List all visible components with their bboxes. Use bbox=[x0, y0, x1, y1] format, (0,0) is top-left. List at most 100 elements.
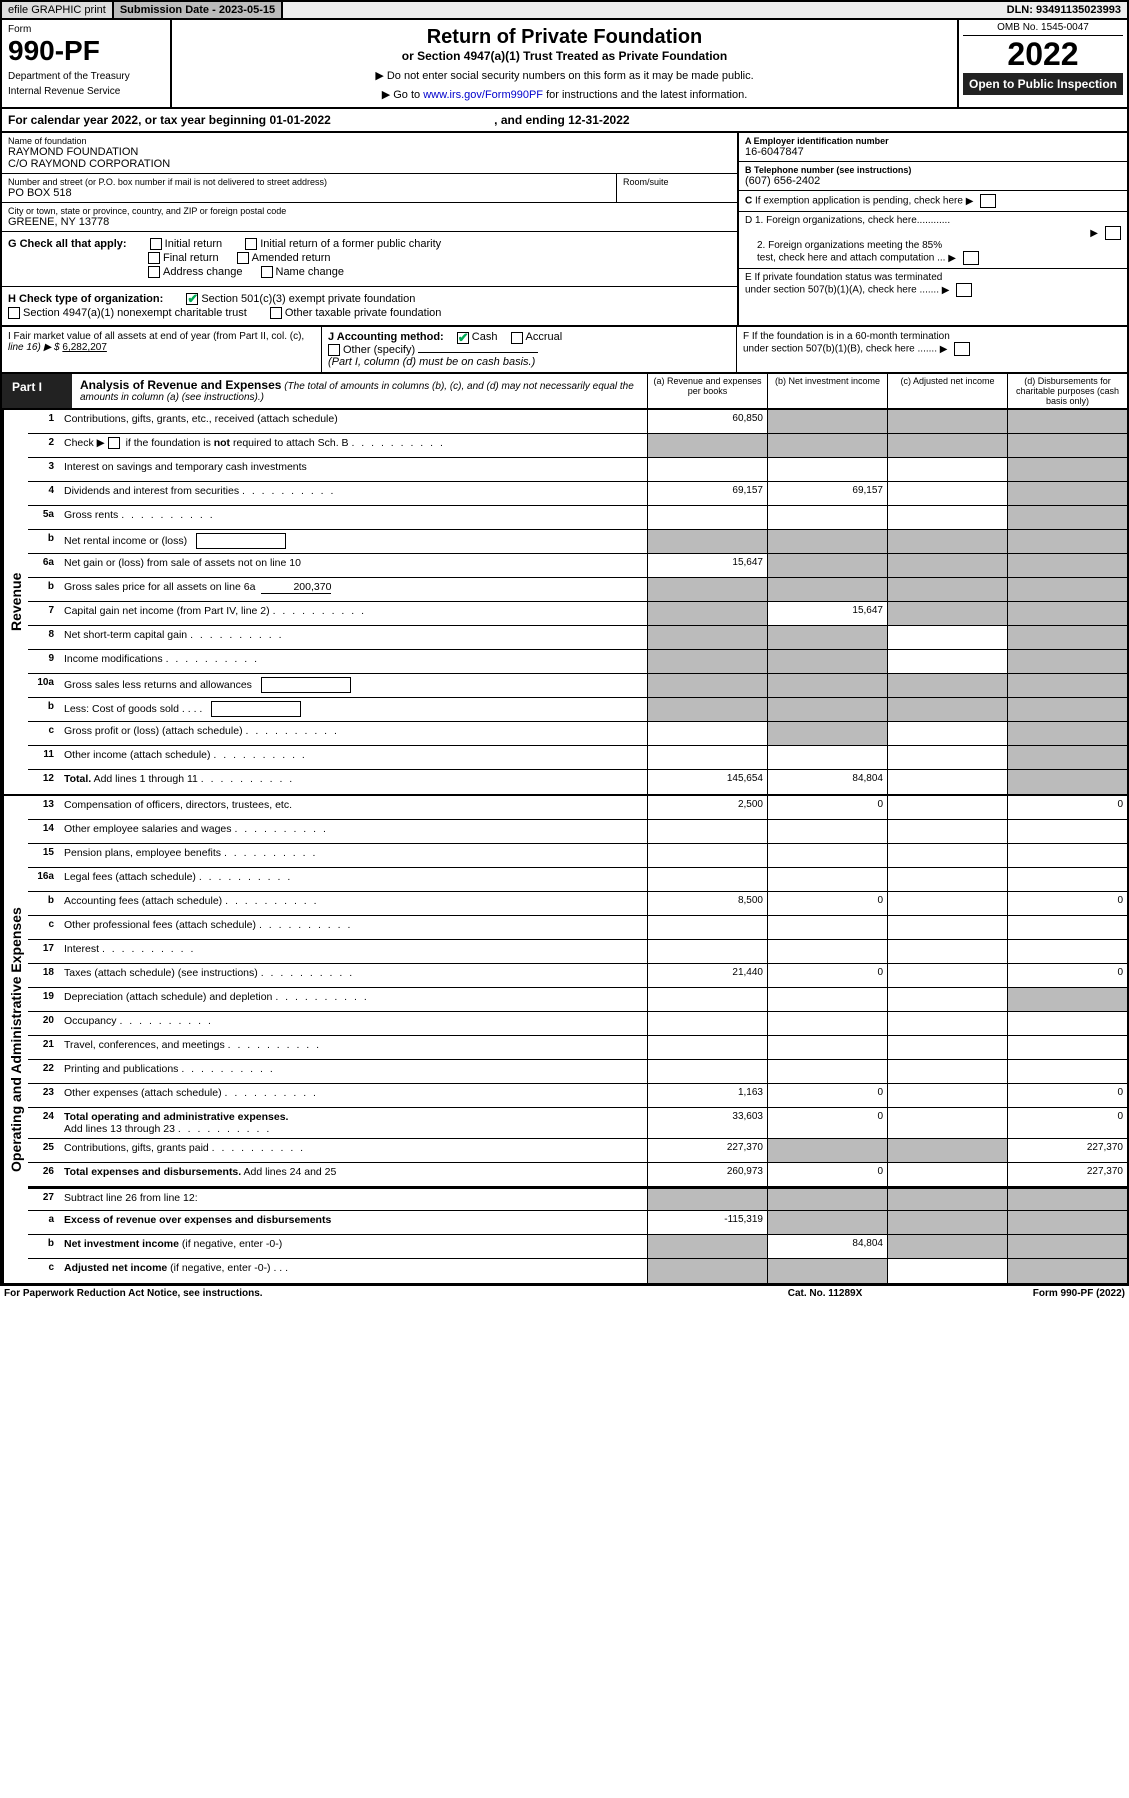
j-accrual: Accrual bbox=[526, 331, 563, 343]
form-number: 990-PF bbox=[8, 35, 164, 67]
cb-foreign-org[interactable] bbox=[1105, 226, 1121, 240]
revenue-side-label: Revenue bbox=[2, 410, 28, 794]
h-opt2: Section 4947(a)(1) nonexempt charitable … bbox=[23, 307, 247, 319]
tel-value: (607) 656-2402 bbox=[745, 175, 1121, 187]
f1-label: F If the foundation is in a 60-month ter… bbox=[743, 331, 1121, 342]
table-row: 22Printing and publications bbox=[28, 1060, 1127, 1084]
table-row: 27Subtract line 26 from line 12: bbox=[28, 1187, 1127, 1211]
table-row: 8Net short-term capital gain bbox=[28, 626, 1127, 650]
entity-info: Name of foundation RAYMOND FOUNDATION C/… bbox=[0, 133, 1129, 327]
table-row: 3Interest on savings and temporary cash … bbox=[28, 458, 1127, 482]
cb-4947a1[interactable] bbox=[8, 307, 20, 319]
cb-cash[interactable] bbox=[457, 332, 469, 344]
table-row: 7Capital gain net income (from Part IV, … bbox=[28, 602, 1127, 626]
form-ref: Form 990-PF (2022) bbox=[925, 1288, 1125, 1299]
arrow-icon: ▶ bbox=[966, 196, 974, 207]
cal-year-end: , and ending 12-31-2022 bbox=[494, 113, 629, 127]
table-row: 13Compensation of officers, directors, t… bbox=[28, 796, 1127, 820]
j-other: Other (specify) bbox=[343, 344, 415, 356]
g-initial: Initial return bbox=[165, 238, 222, 250]
ssn-note: ▶ Do not enter social security numbers o… bbox=[182, 69, 947, 82]
expenses-side-label: Operating and Administrative Expenses bbox=[2, 796, 28, 1283]
i-line16: line 16) ▶ $ bbox=[8, 342, 60, 353]
cb-name-change[interactable] bbox=[261, 266, 273, 278]
table-row: 15Pension plans, employee benefits bbox=[28, 844, 1127, 868]
g-initial-former: Initial return of a former public charit… bbox=[260, 238, 441, 250]
table-row: 25Contributions, gifts, grants paid 227,… bbox=[28, 1139, 1127, 1163]
table-row: 23Other expenses (attach schedule) 1,163… bbox=[28, 1084, 1127, 1108]
dln-number: DLN: 93491135023993 bbox=[1001, 2, 1127, 18]
cb-501c3[interactable] bbox=[186, 293, 198, 305]
dept-irs: Internal Revenue Service bbox=[8, 86, 164, 97]
table-row: 24Total operating and administrative exp… bbox=[28, 1108, 1127, 1139]
cb-initial-return[interactable] bbox=[150, 238, 162, 250]
cb-other-method[interactable] bbox=[328, 344, 340, 356]
cb-status-terminated[interactable] bbox=[956, 283, 972, 297]
cat-no: Cat. No. 11289X bbox=[725, 1288, 925, 1299]
e1-label: E If private foundation status was termi… bbox=[745, 272, 1121, 283]
efile-print-button[interactable]: efile GRAPHIC print bbox=[2, 2, 114, 18]
omb-number: OMB No. 1545-0047 bbox=[963, 22, 1123, 36]
irs-link[interactable]: www.irs.gov/Form990PF bbox=[423, 89, 543, 101]
addr-label: Number and street (or P.O. box number if… bbox=[8, 177, 610, 187]
cb-initial-former[interactable] bbox=[245, 238, 257, 250]
part1-desc: Analysis of Revenue and Expenses (The to… bbox=[72, 374, 647, 408]
col-c-header: (c) Adjusted net income bbox=[887, 374, 1007, 408]
arrow-icon: ▶ bbox=[940, 344, 948, 355]
table-row: aExcess of revenue over expenses and dis… bbox=[28, 1211, 1127, 1235]
table-row: 5aGross rents bbox=[28, 506, 1127, 530]
header-right: OMB No. 1545-0047 2022 Open to Public In… bbox=[957, 20, 1127, 107]
table-row: 11Other income (attach schedule) bbox=[28, 746, 1127, 770]
tax-year: 2022 bbox=[963, 36, 1123, 73]
g-amended: Amended return bbox=[252, 252, 331, 264]
cb-60month[interactable] bbox=[954, 342, 970, 356]
col-b-header: (b) Net investment income bbox=[767, 374, 887, 408]
room-label: Room/suite bbox=[623, 177, 731, 187]
d2b-label: test, check here and attach computation … bbox=[757, 253, 945, 264]
cb-other-taxable[interactable] bbox=[270, 307, 282, 319]
table-row: 19Depreciation (attach schedule) and dep… bbox=[28, 988, 1127, 1012]
header-center: Return of Private Foundation or Section … bbox=[172, 20, 957, 107]
g-name-change: Name change bbox=[276, 266, 345, 278]
foundation-name-2: C/O RAYMOND CORPORATION bbox=[8, 158, 731, 170]
table-row: cOther professional fees (attach schedul… bbox=[28, 916, 1127, 940]
ein-value: 16-6047847 bbox=[745, 146, 1121, 158]
expenses-table: Operating and Administrative Expenses 13… bbox=[0, 796, 1129, 1285]
cb-final-return[interactable] bbox=[148, 252, 160, 264]
j-note: (Part I, column (d) must be on cash basi… bbox=[328, 356, 535, 368]
open-public-badge: Open to Public Inspection bbox=[963, 73, 1123, 95]
city-state-zip: GREENE, NY 13778 bbox=[8, 216, 731, 228]
table-row: 20Occupancy bbox=[28, 1012, 1127, 1036]
i-label: I Fair market value of all assets at end… bbox=[8, 331, 315, 342]
cb-foreign-85[interactable] bbox=[963, 251, 979, 265]
cb-address-change[interactable] bbox=[148, 266, 160, 278]
name-label: Name of foundation bbox=[8, 136, 731, 146]
cal-year-begin: For calendar year 2022, or tax year begi… bbox=[8, 113, 331, 127]
cb-exemption-pending[interactable] bbox=[980, 194, 996, 208]
h-opt1: Section 501(c)(3) exempt private foundat… bbox=[201, 293, 415, 305]
j-cash: Cash bbox=[472, 331, 498, 343]
table-row: 14Other employee salaries and wages bbox=[28, 820, 1127, 844]
h-label: H Check type of organization: bbox=[8, 293, 163, 305]
d2a-label: 2. Foreign organizations meeting the 85% bbox=[757, 240, 1121, 251]
table-row: 9Income modifications bbox=[28, 650, 1127, 674]
calendar-year-row: For calendar year 2022, or tax year begi… bbox=[0, 109, 1129, 133]
cb-schb[interactable] bbox=[108, 437, 120, 449]
table-row: 12Total. Add lines 1 through 11 145,6548… bbox=[28, 770, 1127, 794]
form-header: Form 990-PF Department of the Treasury I… bbox=[0, 20, 1129, 109]
cb-accrual[interactable] bbox=[511, 332, 523, 344]
table-row: bAccounting fees (attach schedule) 8,500… bbox=[28, 892, 1127, 916]
col-d-header: (d) Disbursements for charitable purpose… bbox=[1007, 374, 1127, 408]
form-title: Return of Private Foundation bbox=[182, 26, 947, 49]
street-address: PO BOX 518 bbox=[8, 187, 610, 199]
section-g: G Check all that apply: Initial return I… bbox=[2, 231, 737, 287]
page-footer: For Paperwork Reduction Act Notice, see … bbox=[0, 1285, 1129, 1301]
h-opt3: Other taxable private foundation bbox=[285, 307, 442, 319]
section-h: H Check type of organization: Section 50… bbox=[2, 287, 737, 325]
table-row: 18Taxes (attach schedule) (see instructi… bbox=[28, 964, 1127, 988]
table-row: bLess: Cost of goods sold . . . . bbox=[28, 698, 1127, 722]
table-row: bGross sales price for all assets on lin… bbox=[28, 578, 1127, 602]
table-row: 16aLegal fees (attach schedule) bbox=[28, 868, 1127, 892]
table-row: bNet rental income or (loss) bbox=[28, 530, 1127, 554]
cb-amended-return[interactable] bbox=[237, 252, 249, 264]
